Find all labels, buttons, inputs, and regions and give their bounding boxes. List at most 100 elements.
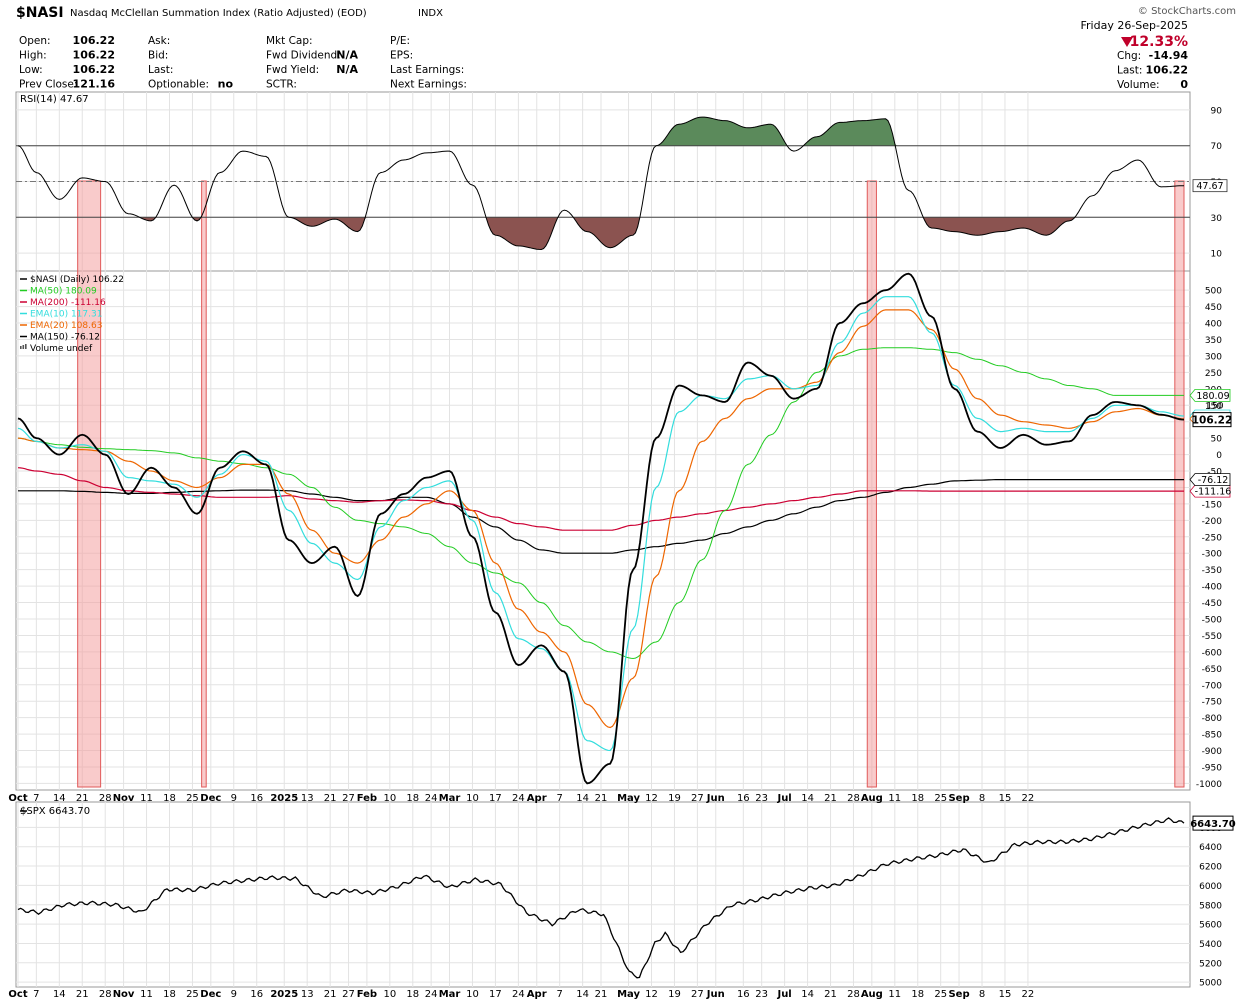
- x-tick-label: 16: [250, 793, 263, 804]
- x-tick-label: 18: [911, 989, 924, 1000]
- x-tick-label: 22: [1022, 989, 1035, 1000]
- x-tick-label: Oct: [8, 793, 27, 804]
- legend-label: MA(200) -111.16: [30, 298, 106, 308]
- y-tick-label: 5000: [1199, 979, 1222, 989]
- y-tick-label: 400: [1205, 320, 1222, 330]
- x-tick-label: Dec: [200, 989, 221, 1000]
- quote-value: 121.16: [73, 78, 116, 91]
- quote-label: SCTR:: [266, 79, 297, 91]
- quote-value: no: [218, 78, 234, 91]
- y-tick-label: 450: [1205, 303, 1222, 313]
- quote-label: Volume:: [1117, 79, 1160, 91]
- x-tick-label: 11: [140, 793, 153, 804]
- x-tick-label: 25: [934, 989, 947, 1000]
- quote-label: Ask:: [148, 35, 170, 47]
- y-tick-label: 6000: [1199, 882, 1222, 892]
- legend-volume-label: Volume undef: [30, 344, 93, 354]
- x-tick-label: 9: [231, 989, 237, 1000]
- main-panel-frame: [15, 270, 1191, 791]
- quote-value: 106.22: [73, 49, 115, 62]
- quote-label: Next Earnings:: [390, 79, 467, 91]
- series-line-ma50: [17, 347, 1184, 660]
- x-tick-label: 14: [53, 793, 66, 804]
- highlight-region: [77, 180, 102, 788]
- highlight-region: [1174, 180, 1185, 788]
- quote-value: N/A: [336, 49, 358, 62]
- x-tick-label: 7: [556, 989, 562, 1000]
- rsi-panel: 47.67 RSI(14) 47.67: [16, 94, 1228, 251]
- x-tick-label: 25: [934, 793, 947, 804]
- x-tick-label: Nov: [113, 793, 135, 804]
- quote-label: Bid:: [148, 50, 168, 62]
- y-tick-label: 10: [1211, 250, 1223, 260]
- x-tick-label: Jul: [776, 989, 791, 1000]
- x-tick-label: 24: [425, 989, 438, 1000]
- quote-block-right: Chg: -14.94 Last: 106.22 Volume: 0: [1117, 49, 1188, 91]
- x-tick-label: 27: [691, 989, 704, 1000]
- series-line-nasi: [17, 272, 1185, 785]
- pct-change: -12.33%: [1124, 34, 1188, 50]
- y-tick-label: 350: [1205, 336, 1222, 346]
- y-tick-label: 150: [1205, 402, 1222, 412]
- value-tag-ma150: [1189, 473, 1231, 487]
- x-tick-label: 21: [595, 989, 608, 1000]
- x-tick-label: 9: [231, 793, 237, 804]
- x-tick-label: 16: [737, 989, 750, 1000]
- series-line-ma200: [17, 467, 1184, 531]
- x-tick-label: 17: [489, 989, 502, 1000]
- x-tick-label: 28: [99, 793, 112, 804]
- y-tick-label: 500: [1205, 287, 1222, 297]
- y-tick-label: -850: [1202, 731, 1223, 741]
- value-tag-ma50: [1189, 388, 1231, 402]
- quote-value: 106.22: [73, 34, 115, 47]
- x-tick-label: 19: [668, 989, 681, 1000]
- x-tick-label: 28: [847, 793, 860, 804]
- y-tick-label: 5200: [1199, 959, 1222, 969]
- value-tag-label: 180.09: [1196, 391, 1229, 402]
- y-tick-label: -950: [1202, 763, 1223, 773]
- quote-block-left: Open: 106.22 High: 106.22 Low: 106.22 Prev Clo…: [19, 34, 115, 91]
- x-tick-label: 14: [801, 793, 814, 804]
- x-tick-label: May: [617, 793, 640, 804]
- y-tick-label: -450: [1202, 599, 1223, 609]
- x-tick-label: 13: [301, 989, 314, 1000]
- x-tick-label: Oct: [8, 989, 27, 1000]
- y-tick-label: 90: [1211, 106, 1223, 116]
- x-tick-label: Jun: [706, 793, 725, 804]
- x-tick-label: 25: [186, 989, 199, 1000]
- x-tick-label: 8: [979, 989, 985, 1000]
- highlight-region: [866, 180, 877, 788]
- x-tick-label: 21: [595, 793, 608, 804]
- x-tick-label: 18: [163, 793, 176, 804]
- x-tick-label: 23: [755, 793, 768, 804]
- y-tick-label: 50: [1211, 435, 1223, 445]
- x-tick-label: 2025: [270, 989, 298, 1000]
- y-tick-label: 70: [1211, 142, 1223, 152]
- x-tick-label: 21: [324, 989, 337, 1000]
- quote-label: Last:: [1117, 65, 1142, 77]
- y-tick-label: 5800: [1199, 901, 1222, 911]
- x-tick-label: Mar: [439, 989, 461, 1000]
- x-tick-label: 7: [556, 793, 562, 804]
- x-tick-label: 23: [755, 989, 768, 1000]
- x-tick-label: 21: [76, 793, 89, 804]
- brand-label: © StockCharts.com: [1138, 6, 1236, 17]
- x-tick-label: May: [617, 989, 640, 1000]
- y-tick-label: -900: [1202, 747, 1223, 757]
- date-label: Friday 26-Sep-2025: [1081, 19, 1189, 32]
- rsi-line: [17, 116, 1184, 251]
- rsi-last-box: [1192, 179, 1228, 193]
- spx-panel-frame: [15, 801, 1191, 988]
- quote-value: 106.22: [73, 63, 115, 76]
- quote-label: Mkt Cap:: [266, 35, 313, 47]
- down-triangle-icon: [1121, 37, 1133, 47]
- x-tick-label: 14: [576, 793, 589, 804]
- x-tick-label: 14: [576, 989, 589, 1000]
- x-tick-label: 19: [668, 793, 681, 804]
- quote-value: -14.94: [1149, 49, 1189, 62]
- x-tick-label: Apr: [527, 989, 547, 1000]
- rsi-overbought-fill: [18, 117, 1184, 146]
- quote-label: Optionable:: [148, 79, 209, 91]
- y-tick-label: 6400: [1199, 843, 1222, 853]
- x-tick-label: 10: [466, 989, 479, 1000]
